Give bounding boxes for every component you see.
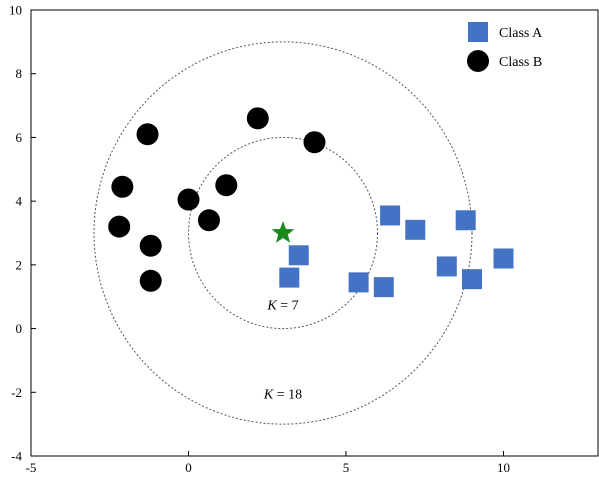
class-a-point [462,269,482,290]
k-circle [188,136,378,330]
k-circle [93,41,473,425]
k-value: = 7 [277,298,299,313]
class-b-point [177,188,200,211]
y-tick-label: 2 [16,257,23,272]
y-tick-label: 10 [9,3,22,18]
y-tick-label: 8 [16,66,23,81]
class-a-point [493,248,514,269]
class-a-point [279,267,300,288]
k-symbol: K [266,298,277,313]
legend-marker-square [468,22,488,42]
class-b-point [197,209,220,232]
class-a-point [405,219,426,240]
class-a-point [348,272,369,293]
class-b-point [139,234,162,257]
k-symbol: K [263,388,274,403]
x-tick-label: 5 [343,460,350,475]
class-b-point [111,175,134,198]
y-tick-label: 0 [16,321,23,336]
y-tick-label: -2 [11,385,22,400]
query-point-star-icon [271,221,295,243]
y-tick-label: -4 [11,449,22,464]
legend: Class A Class B [467,22,543,72]
legend-label: Class B [499,55,542,70]
k-value: = 18 [273,388,302,403]
class-a-point [373,277,394,298]
k-circle-label: K = 18 [263,388,302,403]
class-a-point [288,245,309,266]
class-a-point [380,205,401,226]
x-tick-label: 10 [497,460,510,475]
x-tick-label: -5 [26,460,37,475]
class-a-point [455,210,476,231]
y-tick-label: 6 [16,130,23,145]
legend-marker-circle [467,50,489,72]
x-tick-label: 0 [185,460,192,475]
class-b-point [303,131,326,154]
class-b-point [246,107,269,130]
legend-label: Class A [499,26,543,41]
axis-ticks: -5 0 5 10 -4 -2 0 2 4 6 8 10 [9,3,510,476]
class-b-point [108,215,131,238]
k-circle-label: K = 7 [266,298,298,313]
class-b-point [139,269,162,292]
class-b-point [215,174,238,197]
class-a-point [436,256,457,277]
data-points [108,107,514,298]
k-circles: K = 7K = 18 [93,41,473,425]
class-b-point [136,123,159,146]
y-tick-label: 4 [16,194,23,209]
plot-frame [30,9,599,457]
